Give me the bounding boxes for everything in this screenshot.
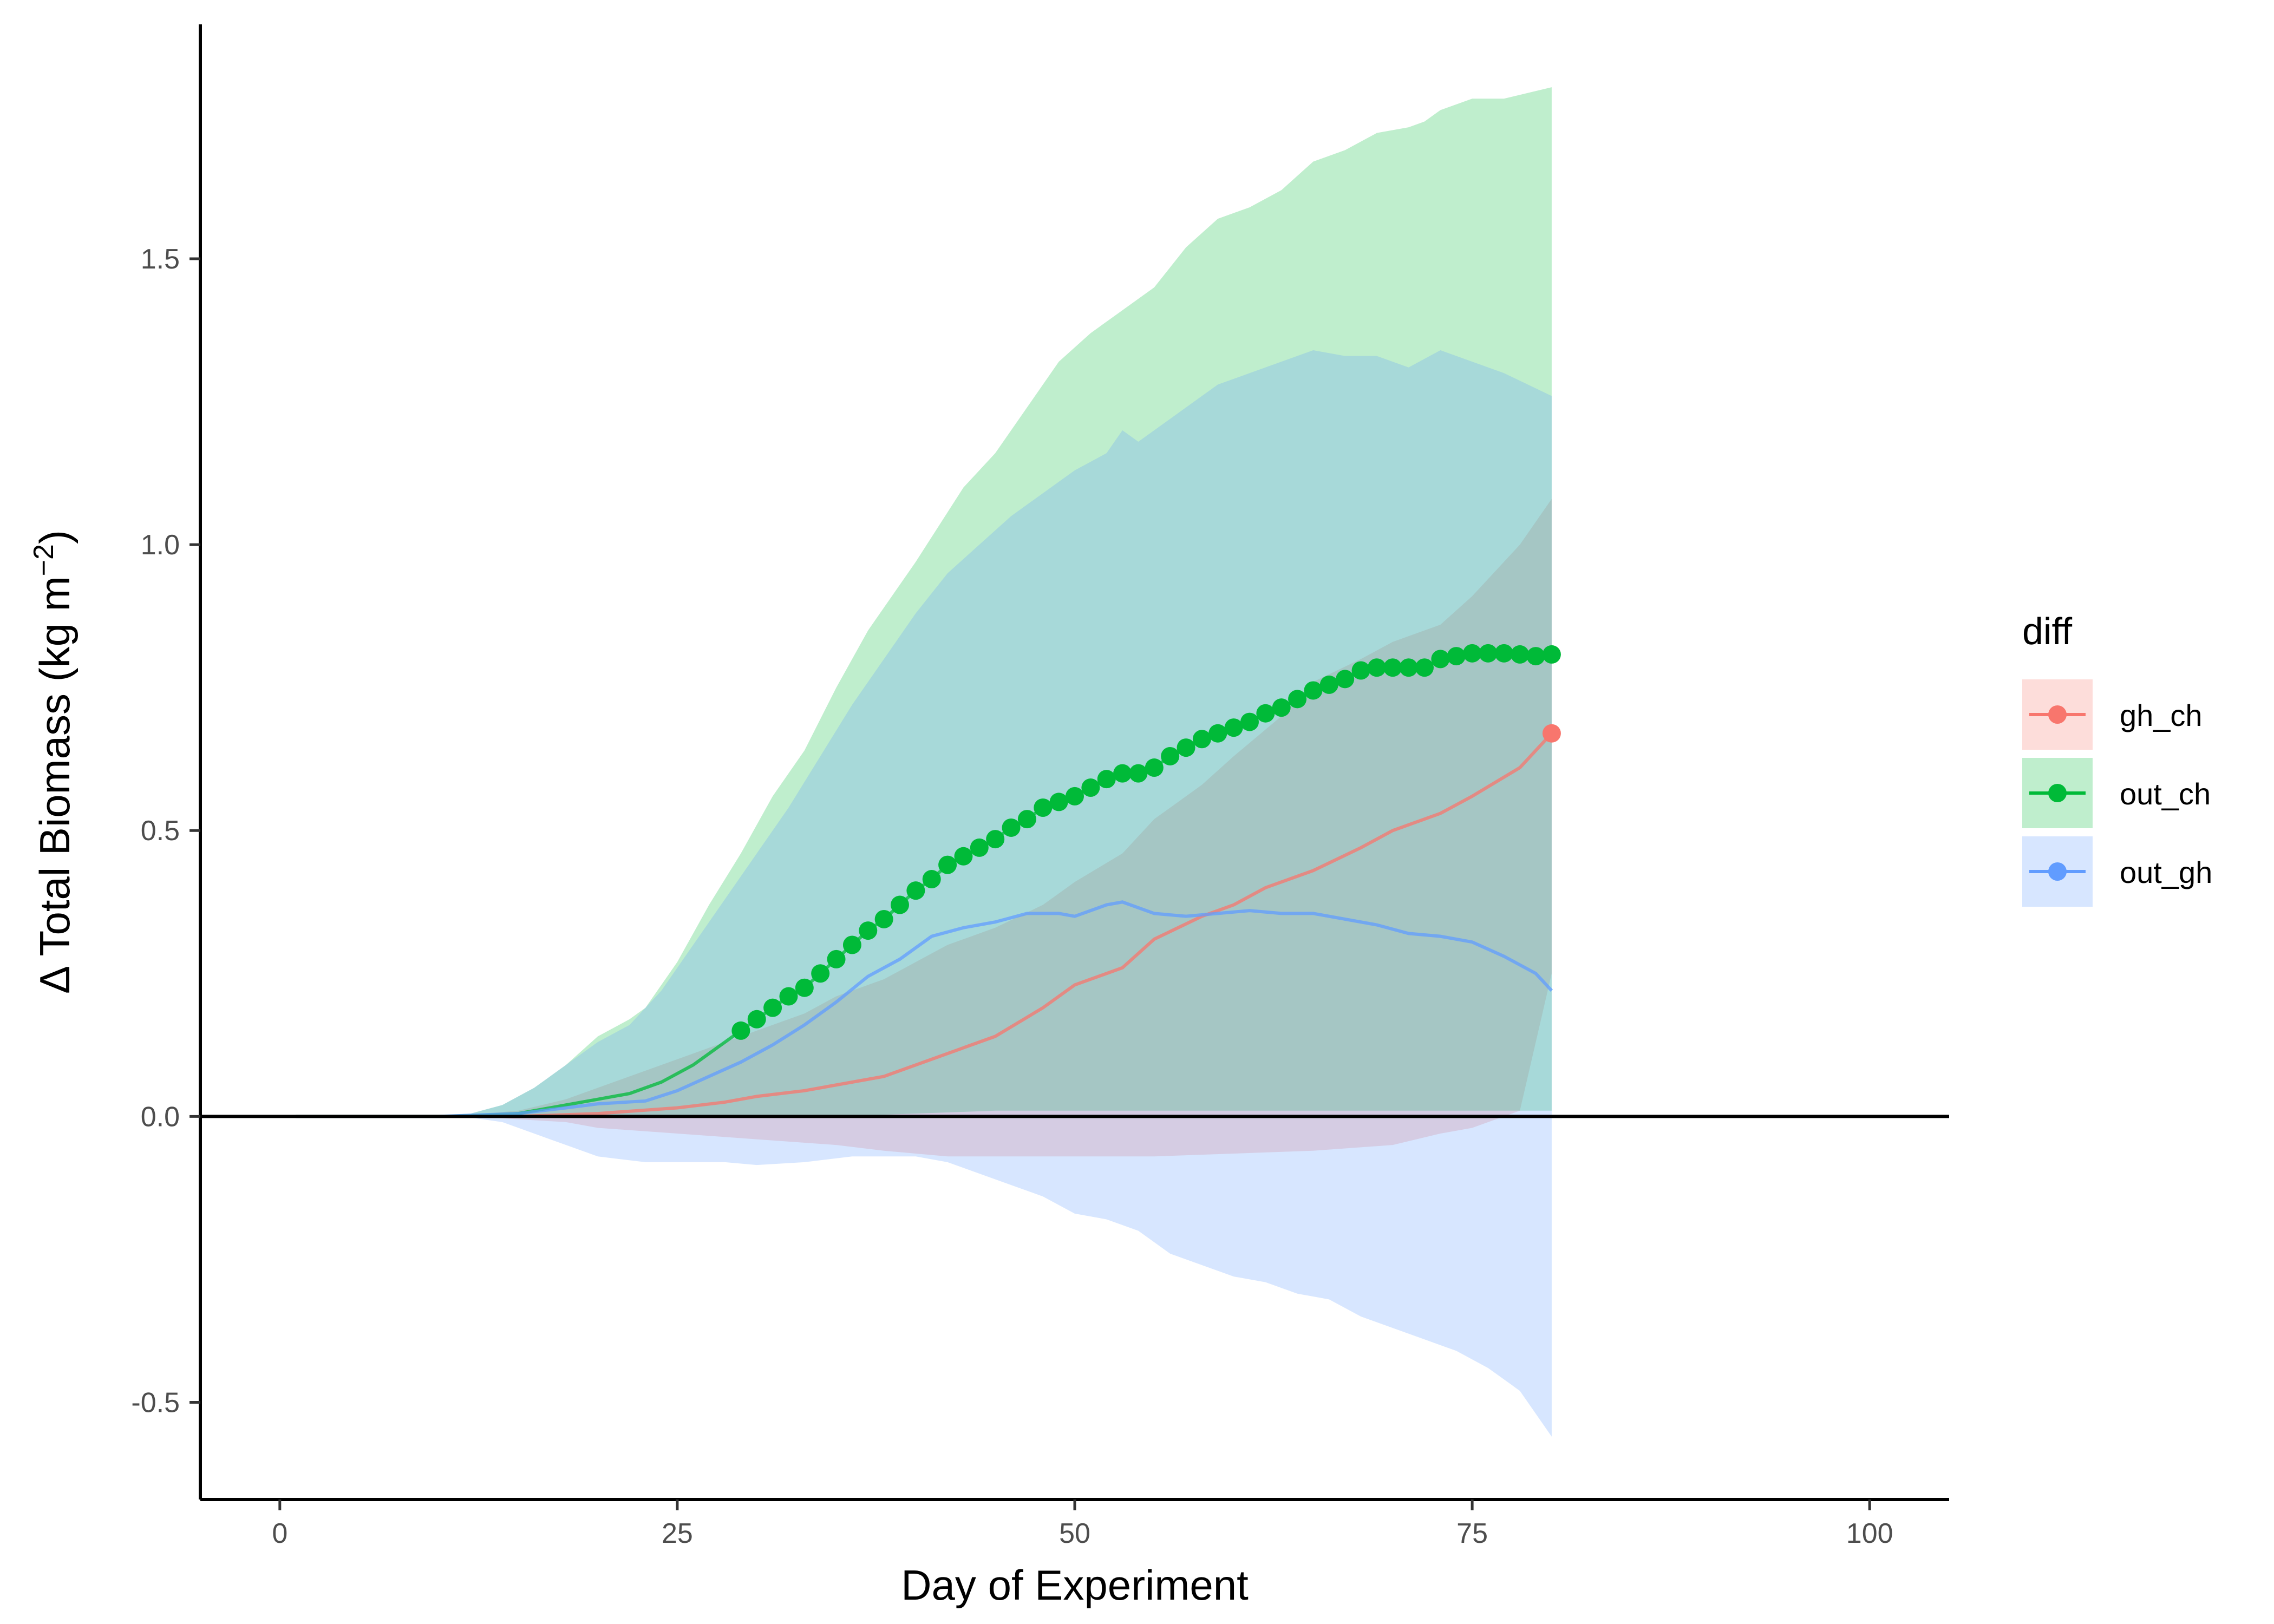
point-out_ch bbox=[1367, 658, 1386, 677]
point-out_ch bbox=[891, 895, 909, 914]
x-tick-label: 100 bbox=[1846, 1518, 1893, 1549]
point-out_ch bbox=[1097, 770, 1116, 789]
y-axis-title-main: Δ Total Biomass (kg m bbox=[31, 576, 79, 994]
point-gh_ch bbox=[1542, 724, 1561, 743]
point-out_ch bbox=[859, 921, 878, 940]
point-out_ch bbox=[986, 830, 1005, 849]
point-out_ch bbox=[1399, 658, 1418, 677]
point-out_ch bbox=[874, 909, 893, 928]
point-out_ch bbox=[922, 870, 941, 889]
point-out_ch bbox=[1002, 818, 1021, 837]
point-out_ch bbox=[1161, 746, 1180, 765]
y-ticks: -0.5 0.0 0.5 1.0 1.5 bbox=[131, 244, 200, 1418]
axes: 0 25 50 75 100 -0.5 0.0 0.5 1.0 1.5 bbox=[131, 24, 1949, 1549]
point-out_ch bbox=[1017, 810, 1036, 829]
point-out_ch bbox=[827, 949, 846, 968]
line-out_gh bbox=[296, 900, 1553, 1118]
point-out_ch bbox=[1494, 644, 1513, 663]
band-out_ch bbox=[296, 87, 1552, 1117]
point-out_ch bbox=[1129, 764, 1148, 783]
point-out_ch bbox=[906, 881, 925, 900]
point-out_ch bbox=[1208, 724, 1227, 743]
y-tick-label: 0.0 bbox=[141, 1101, 180, 1132]
point-out_ch bbox=[795, 978, 814, 997]
y-axis-title-close: ) bbox=[31, 530, 79, 544]
legend: diff gh_ch out_ch out_gh bbox=[2022, 610, 2212, 907]
point-out_ch bbox=[763, 998, 782, 1017]
point-out_ch bbox=[1526, 647, 1545, 666]
legend-point-out_ch bbox=[2048, 784, 2067, 802]
point-out_ch bbox=[1383, 658, 1402, 677]
point-out_ch bbox=[811, 964, 830, 983]
confidence-bands bbox=[296, 87, 1552, 1437]
point-out_ch bbox=[1415, 658, 1434, 677]
point-out_ch bbox=[1034, 798, 1053, 817]
point-out_ch bbox=[842, 935, 861, 954]
x-ticks: 0 25 50 75 100 bbox=[272, 1499, 1893, 1549]
point-out_ch bbox=[1240, 712, 1259, 731]
legend-label-out_ch: out_ch bbox=[2120, 777, 2211, 811]
y-tick-label: -0.5 bbox=[131, 1387, 180, 1418]
point-out_ch bbox=[1288, 690, 1307, 709]
band-gh_ch bbox=[296, 499, 1552, 1157]
point-out_ch bbox=[1113, 764, 1132, 783]
point-out_ch bbox=[1145, 758, 1164, 777]
x-tick-label: 25 bbox=[662, 1518, 693, 1549]
point-out_ch bbox=[747, 1010, 766, 1029]
y-axis-title-superscript: −2 bbox=[28, 544, 60, 576]
x-axis-title: Day of Experiment bbox=[901, 1561, 1249, 1609]
legend-entries: gh_ch out_ch out_gh bbox=[2022, 679, 2212, 907]
point-out_ch bbox=[1224, 718, 1243, 737]
legend-point-out_gh bbox=[2048, 862, 2067, 881]
point-out_ch bbox=[731, 1021, 750, 1040]
x-tick-label: 50 bbox=[1059, 1518, 1090, 1549]
point-out_ch bbox=[1351, 661, 1370, 680]
point-out_ch bbox=[1177, 738, 1195, 757]
legend-point-gh_ch bbox=[2048, 705, 2067, 724]
point-out_ch bbox=[1542, 645, 1561, 664]
legend-label-gh_ch: gh_ch bbox=[2120, 698, 2203, 732]
point-out_ch bbox=[1256, 704, 1275, 723]
point-out_ch bbox=[1049, 793, 1068, 811]
x-tick-label: 0 bbox=[272, 1518, 287, 1549]
point-out_ch bbox=[1511, 645, 1530, 664]
x-tick-label: 75 bbox=[1456, 1518, 1488, 1549]
y-tick-label: 1.5 bbox=[141, 244, 180, 275]
point-out_ch bbox=[938, 855, 957, 874]
point-out_ch bbox=[1463, 644, 1482, 663]
y-tick-label: 0.5 bbox=[141, 815, 180, 847]
legend-title: diff bbox=[2022, 610, 2073, 652]
y-tick-label: 1.0 bbox=[141, 529, 180, 561]
point-out_ch bbox=[1336, 670, 1355, 689]
point-out_ch bbox=[779, 987, 798, 1006]
point-out_ch bbox=[1431, 650, 1450, 669]
legend-label-out_gh: out_gh bbox=[2120, 855, 2212, 889]
line-gh_ch bbox=[296, 732, 1553, 1118]
point-out_ch bbox=[1081, 778, 1100, 797]
point-out_ch bbox=[1272, 698, 1291, 717]
point-out_ch bbox=[970, 838, 989, 857]
point-out_ch bbox=[1479, 644, 1498, 663]
point-out_ch bbox=[1304, 681, 1323, 700]
data-points bbox=[731, 644, 1561, 1040]
point-out_ch bbox=[954, 847, 973, 866]
point-out_ch bbox=[1066, 787, 1084, 806]
point-out_ch bbox=[1319, 675, 1338, 694]
point-out_ch bbox=[1447, 647, 1466, 666]
point-out_ch bbox=[1192, 730, 1211, 749]
y-axis-title: Δ Total Biomass (kg m−2) bbox=[28, 530, 79, 994]
